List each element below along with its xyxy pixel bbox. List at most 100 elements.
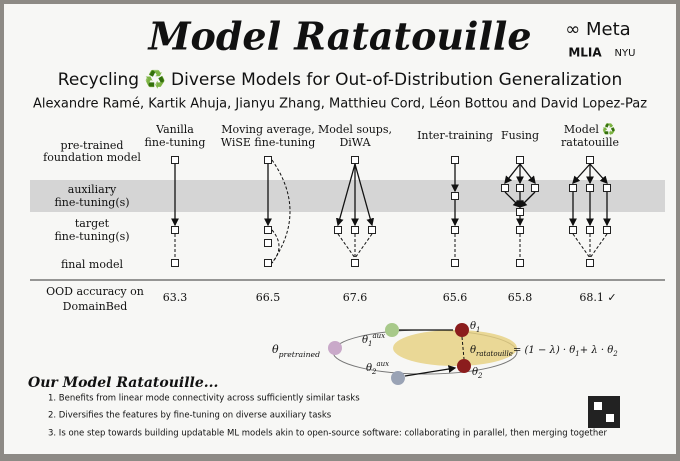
summary-item: 3. Is one step towards building updatabl… [48,429,607,439]
math-part: 2 [371,368,377,376]
model-box [351,259,359,267]
model-box [501,184,509,192]
model-box [586,226,594,234]
title: Model Ratatouille [146,14,531,59]
row-label: auxiliary [68,183,117,196]
logo-mlia: MLIA [568,46,602,60]
accuracy: 63.3 [163,291,188,304]
math-label: θ1 [470,321,481,335]
math-part: pretrained [279,350,320,359]
edge [519,191,536,208]
node [385,323,399,337]
model-box [264,156,272,164]
model-box [351,156,359,164]
math-part: + λ · θ [580,345,613,356]
summary-item: 1. Benefits from linear mode connectivit… [48,394,360,404]
math-part: ratatouille [476,350,513,358]
edge [589,163,608,184]
row-label: target [75,217,110,230]
qr-code [594,402,602,410]
model-box [586,184,594,192]
model-box [516,156,524,164]
column-header: DiWA [339,136,371,149]
model-box [171,156,179,164]
model-box [516,226,524,234]
model-box [586,259,594,267]
node [391,371,405,385]
metric-label: OOD accuracy on [46,285,144,298]
math-part: 1 [476,326,480,334]
model-box [569,184,577,192]
edge [335,163,356,227]
merge-diagram [328,323,518,385]
model-box [603,226,611,234]
row-label: final model [61,258,124,271]
row-label: fine-tuning(s) [54,230,129,243]
edge [572,163,591,184]
edge [504,163,521,185]
math-label: θratatouille= (1 − λ) · θ1+ λ · θ2 [470,345,618,359]
model-box [451,226,459,234]
model-box [516,208,524,216]
column-header: Moving average, [221,123,314,136]
summary-item: 2. Diversifies the features by fine-tuni… [48,411,332,421]
row-label: pre-trained [61,139,124,152]
node [328,341,342,355]
math-label: θ2 [472,367,483,381]
accuracy: 68.1 ✓ [579,291,616,304]
math-part: aux [377,360,390,368]
model-box [264,239,272,247]
math-part: = (1 − λ) · θ [513,345,575,356]
model-box [171,226,179,234]
arrow [461,336,465,360]
node [455,323,469,337]
column-header: fine-tuning [145,136,206,149]
row-label: foundation model [43,151,141,164]
logo-meta: ∞ Meta [565,19,630,40]
accuracy: 65.6 [443,291,468,304]
model-box [368,226,376,234]
column-header: Vanilla [155,123,194,136]
subtitle: Recycling ♻️ Diverse Models for Out-of-D… [58,69,622,90]
edge [519,163,536,185]
math-label: θpretrained [272,343,320,359]
column-header: Inter-training [417,129,493,142]
math-part: 2 [612,350,618,358]
math-part: θ [272,343,279,356]
math-label: θ1aux [362,332,385,348]
accuracy: 66.5 [256,291,281,304]
column-header: WiSE fine-tuning [221,136,316,149]
math-part: 2 [477,372,483,380]
model-box [531,184,539,192]
math-part: θ [472,367,478,378]
arrow [399,329,455,377]
summary-title: Our Model Ratatouille... [28,375,218,391]
math-part: θ [362,335,368,346]
qr-code [588,396,620,428]
column-header: Fusing [501,129,539,142]
node [457,359,471,373]
math-part: 1 [575,350,579,358]
math-part: 1 [368,340,372,348]
method-diagrams [171,156,611,267]
model-box [334,226,342,234]
math-part: θ [366,363,372,374]
model-box [516,259,524,267]
qr-code [606,414,614,422]
authors: Alexandre Ramé, Kartik Ahuja, Jianyu Zha… [33,97,647,112]
edge [271,159,291,264]
model-box [603,184,611,192]
model-box [451,259,459,267]
model-box [516,184,524,192]
column-header: ratatouille [561,136,619,149]
model-box [586,156,594,164]
model-box [264,226,272,234]
math-part: aux [373,332,386,340]
accuracy: 67.6 [343,291,368,304]
model-box [451,192,459,200]
model-box [171,259,179,267]
aux-band [30,180,665,212]
column-header: Model soups, [318,123,392,136]
model-box [351,226,359,234]
